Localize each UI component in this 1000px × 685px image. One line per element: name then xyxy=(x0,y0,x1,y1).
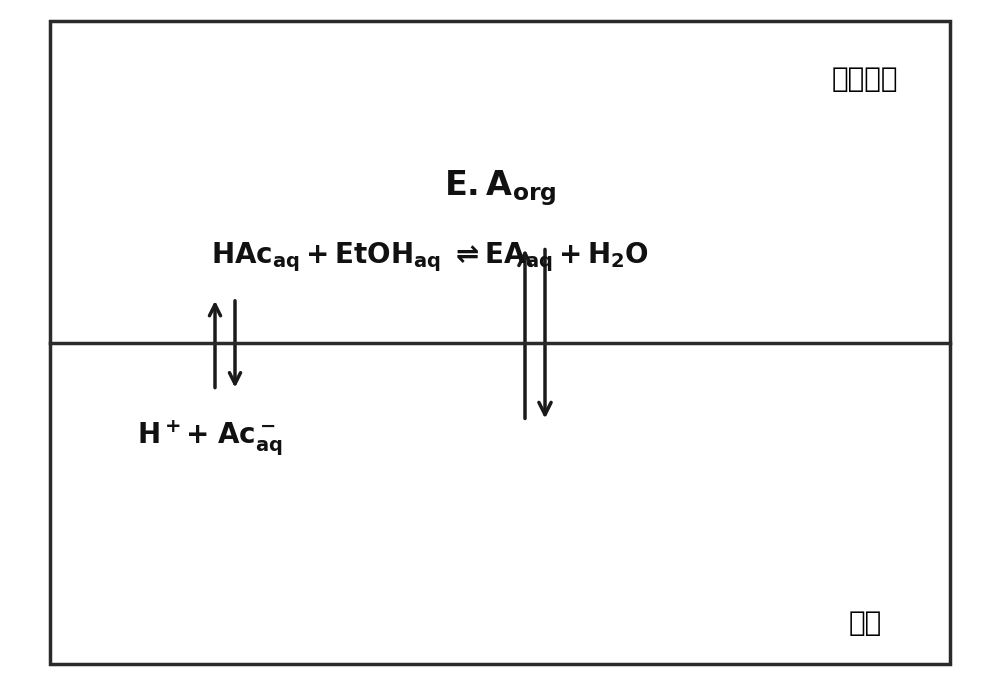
Text: $\mathbf{HAc_{aq} + EtOH_{aq}\ \rightleftharpoons EA_{aq} + H_2O}$: $\mathbf{HAc_{aq} + EtOH_{aq}\ \rightlef… xyxy=(211,240,649,274)
Bar xyxy=(50,21,950,664)
Text: 有机溶剂: 有机溶剂 xyxy=(832,65,898,92)
Text: $\mathbf{H^+{+}\ Ac^-_{aq}}$: $\mathbf{H^+{+}\ Ac^-_{aq}}$ xyxy=(137,419,283,458)
Text: $\mathbf{E.A_{org}}$: $\mathbf{E.A_{org}}$ xyxy=(444,169,556,208)
Text: 水相: 水相 xyxy=(848,610,882,637)
